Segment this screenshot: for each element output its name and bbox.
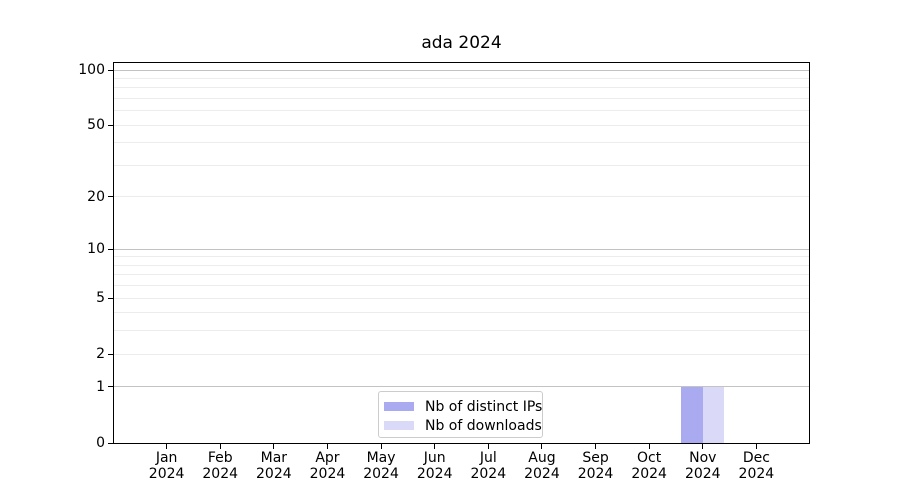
x-tick-label: Apr 2024 (287, 450, 367, 482)
x-tick-label: May 2024 (341, 450, 421, 482)
x-tick-label-year: 2024 (631, 465, 667, 482)
x-tick (648, 444, 650, 449)
y-tick (108, 69, 113, 71)
x-tick-label-month: Oct (637, 450, 662, 466)
y-gridline-minor (113, 285, 810, 287)
x-tick-label-year: 2024 (148, 465, 185, 482)
x-tick-label: Nov 2024 (663, 450, 743, 482)
x-tick (326, 444, 328, 449)
x-tick-label-month: Feb (207, 450, 233, 466)
x-tick-label-year: 2024 (202, 465, 239, 482)
x-tick (487, 444, 489, 449)
x-tick-label-month: Sep (582, 450, 609, 466)
x-tick-label-year: 2024 (524, 465, 560, 482)
y-tick (108, 248, 113, 250)
x-tick-label-month: Mar (260, 450, 288, 466)
x-tick-label-year: 2024 (309, 465, 346, 482)
y-gridline-major (113, 69, 810, 71)
y-gridline-minor (113, 142, 810, 144)
y-tick (108, 353, 113, 355)
x-tick-label: Oct 2024 (609, 450, 689, 482)
x-tick (273, 444, 275, 449)
x-tick (702, 444, 704, 449)
y-tick-label: 10 (87, 241, 105, 258)
legend-label-downloads: Nb of downloads (425, 417, 542, 434)
y-tick-label: 20 (87, 188, 105, 205)
legend-label-distinct-ips: Nb of distinct IPs (425, 398, 543, 415)
y-tick-label: 100 (78, 62, 105, 78)
x-tick (380, 444, 382, 449)
bar-downloads (702, 386, 725, 443)
y-gridline-minor (113, 312, 810, 314)
legend-item-downloads: Nb of downloads (384, 416, 542, 435)
y-tick-label: 1 (96, 378, 105, 395)
y-gridline-minor (113, 110, 810, 112)
y-gridline-minor (113, 196, 810, 198)
y-tick-label: 5 (96, 290, 105, 307)
x-tick-label: Sep 2024 (556, 450, 636, 482)
x-tick-label: Mar 2024 (234, 450, 314, 482)
x-tick-label-month: Apr (315, 450, 340, 466)
x-tick-label-month: Nov (689, 450, 717, 466)
y-tick (108, 442, 113, 444)
x-tick (755, 444, 757, 449)
legend-item-distinct-ips: Nb of distinct IPs (384, 397, 542, 416)
x-tick-label: Feb 2024 (180, 450, 260, 482)
legend: Nb of distinct IPs Nb of downloads (378, 391, 543, 438)
y-gridline-major (113, 386, 810, 388)
y-gridline-minor (113, 353, 810, 355)
y-gridline-minor (113, 97, 810, 99)
y-tick-label: 50 (87, 117, 105, 134)
x-tick-label-month: Aug (528, 450, 556, 466)
y-tick-label: 2 (96, 346, 105, 363)
x-tick-label-year: 2024 (684, 465, 721, 482)
x-tick-label-month: Dec (742, 450, 770, 466)
x-tick-label: Aug 2024 (502, 450, 582, 482)
y-tick-label: 0 (96, 435, 105, 451)
y-gridline-minor (113, 124, 810, 126)
x-tick (595, 444, 597, 449)
y-gridline-major (113, 248, 810, 250)
x-tick (541, 444, 543, 449)
y-gridline-minor (113, 330, 810, 332)
y-gridline-minor (113, 297, 810, 299)
x-tick-label: Jun 2024 (395, 450, 475, 482)
x-tick-label-month: Jul (479, 450, 497, 466)
legend-swatch-downloads (384, 420, 414, 431)
y-gridline-minor (113, 274, 810, 276)
x-tick-label: Jan 2024 (127, 450, 207, 482)
y-gridline-minor (113, 77, 810, 79)
x-tick-label-month: May (366, 450, 396, 466)
y-tick (108, 297, 113, 299)
x-tick-label-year: 2024 (416, 465, 453, 482)
x-tick-label-year: 2024 (577, 465, 614, 482)
x-tick-label-year: 2024 (363, 465, 399, 482)
legend-swatch-distinct-ips (384, 401, 414, 412)
y-gridline-minor (113, 264, 810, 266)
y-tick (108, 386, 113, 388)
x-tick-label-year: 2024 (470, 465, 507, 482)
x-tick (219, 444, 221, 449)
y-gridline-minor (113, 87, 810, 89)
bar-distinct-ips (681, 386, 703, 443)
x-tick (434, 444, 436, 449)
x-tick-label-year: 2024 (738, 465, 775, 482)
x-tick-label: Jul 2024 (448, 450, 528, 482)
y-tick (108, 124, 113, 126)
x-tick-label: Dec 2024 (716, 450, 796, 482)
y-tick (108, 196, 113, 198)
x-tick (166, 444, 168, 449)
chart-title: ada 2024 (421, 33, 502, 53)
x-tick-label-year: 2024 (256, 465, 292, 482)
y-gridline-minor (113, 164, 810, 166)
y-gridline-minor (113, 256, 810, 258)
x-tick-label-month: Jan (155, 450, 178, 466)
x-tick-label-month: Jun (423, 450, 446, 466)
